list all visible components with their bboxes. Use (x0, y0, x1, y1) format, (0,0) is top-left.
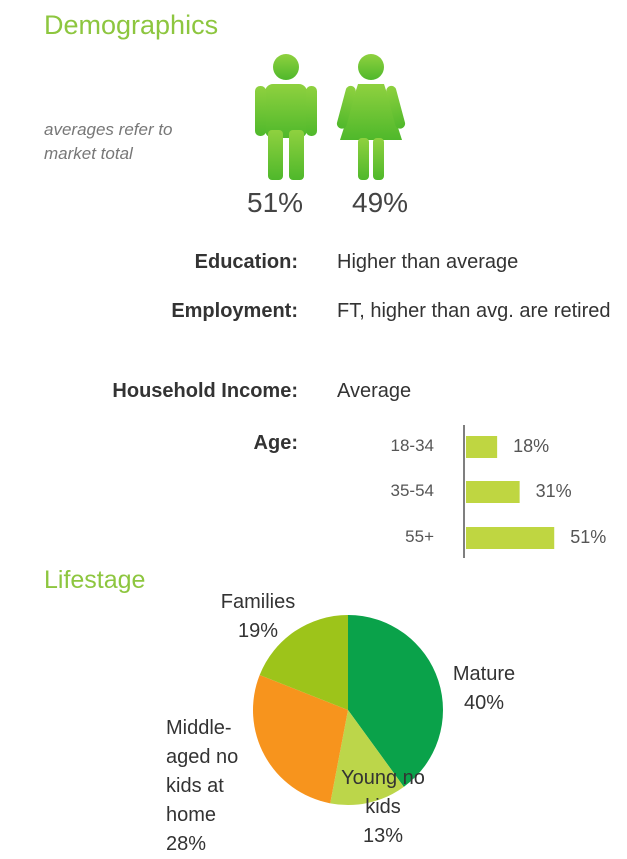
bar (466, 481, 520, 503)
row-value: Higher than average (337, 251, 519, 273)
slice-name: Young no kids (341, 767, 425, 818)
pie-slice (253, 675, 348, 804)
pie-label: Mature 40% (444, 660, 524, 718)
pie-label: Middle-aged no kids at home 28% (166, 714, 258, 859)
row-label: Education: (194, 251, 298, 273)
slice-value: 13% (362, 825, 404, 847)
bar (466, 527, 555, 549)
pie-label: Families 19% (200, 588, 316, 646)
pie-slice (330, 710, 404, 805)
male-percent: 51% (247, 187, 304, 218)
male-icon (255, 54, 317, 180)
slice-name: Families (220, 591, 296, 613)
slice-name: Middle-aged no kids at home (166, 717, 239, 826)
slice-value: 28% (166, 833, 207, 855)
row-value: Average (337, 380, 412, 402)
bar-label: 18% (513, 436, 550, 456)
bar-label: 51% (570, 527, 607, 547)
bar (466, 436, 498, 458)
age-category: 35-54 (390, 481, 434, 500)
pie-title: Lifestage (44, 566, 146, 594)
age-category: 18-34 (390, 436, 434, 455)
row-label: Household Income: (112, 380, 298, 402)
row-value: FT, higher than avg. are retired (337, 300, 611, 322)
note: averages refer to market total (44, 120, 173, 163)
row-label: Age: (253, 432, 298, 454)
female-percent: 49% (352, 187, 409, 218)
title: Demographics (44, 10, 219, 40)
slice-name: Mature (452, 663, 516, 685)
pie-label: Young no kids 13% (336, 764, 430, 851)
slice-value: 40% (463, 692, 505, 714)
age-category: 55+ (405, 527, 434, 546)
slice-value: 19% (237, 620, 279, 642)
row-label: Employment: (171, 300, 298, 322)
female-icon (336, 54, 406, 180)
bar-label: 31% (535, 481, 572, 501)
pie-slice (259, 615, 348, 710)
pie-slice (348, 615, 444, 787)
